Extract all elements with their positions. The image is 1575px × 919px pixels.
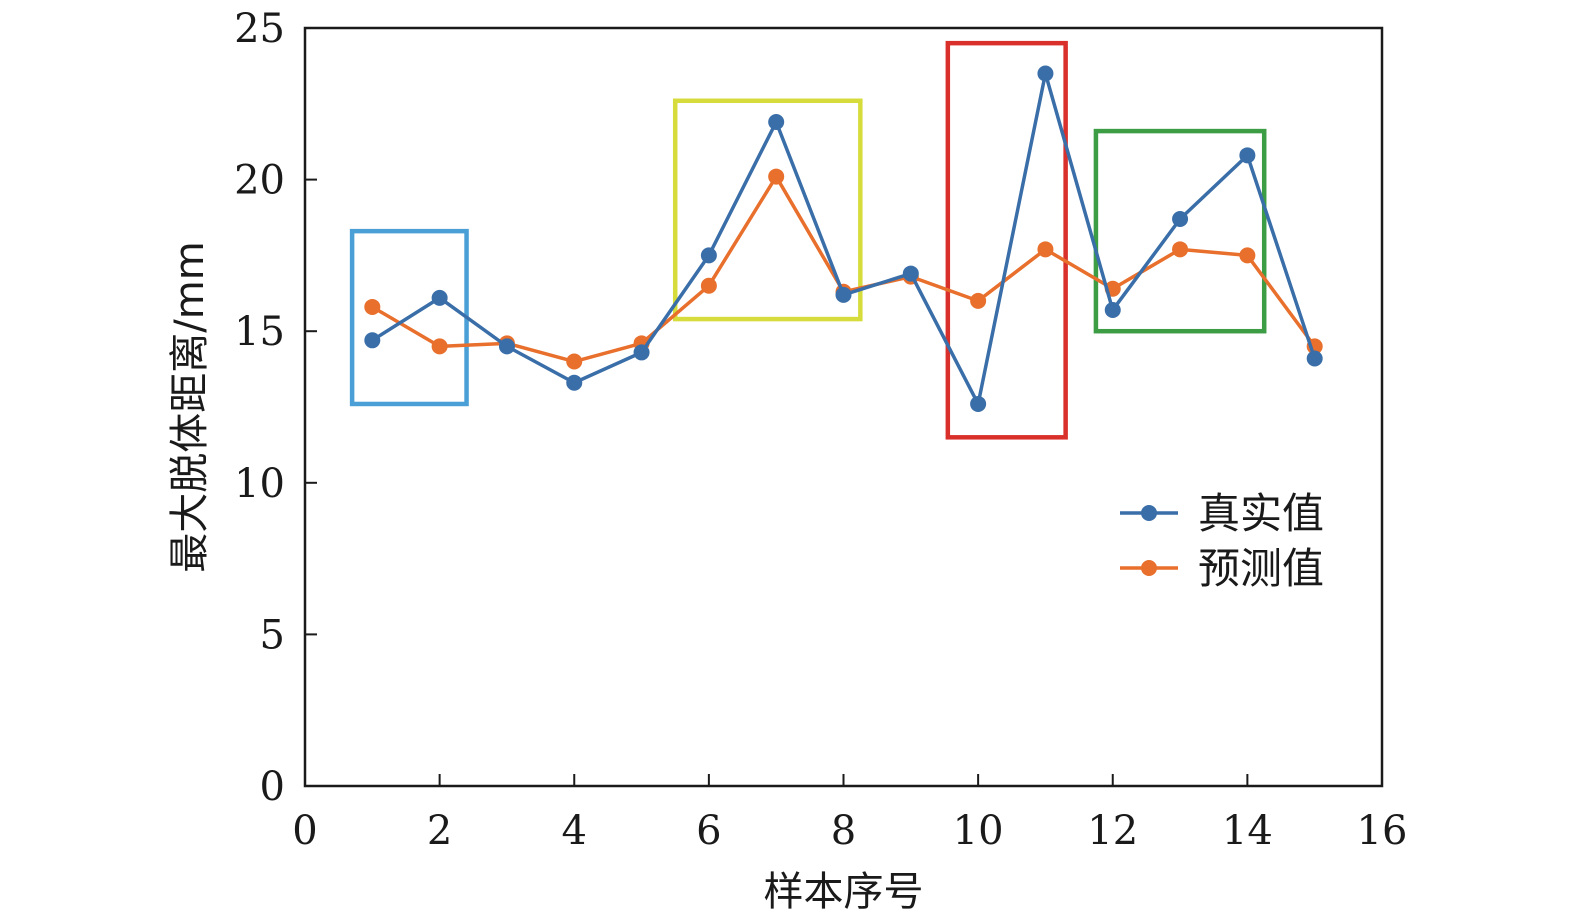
- data-point: [566, 374, 583, 391]
- data-point: [1037, 241, 1054, 258]
- data-point: [700, 277, 717, 294]
- data-point: [970, 395, 987, 412]
- legend-label-true-value: 真实值: [1198, 489, 1324, 538]
- data-point: [633, 344, 650, 361]
- legend-marker-predicted-value: [1141, 560, 1157, 576]
- data-point: [1172, 241, 1189, 258]
- x-tick-label: 4: [562, 808, 587, 854]
- data-point: [1239, 147, 1256, 164]
- x-axis-label: 样本序号: [764, 869, 924, 915]
- highlight-box: [1093, 128, 1267, 334]
- data-point: [431, 289, 448, 306]
- data-point: [364, 298, 381, 315]
- x-tick-label: 2: [427, 808, 452, 854]
- y-tick-label: 25: [234, 6, 285, 52]
- data-point: [1239, 247, 1256, 264]
- axis-ticks: 0 2 4 6 8 10 12 14 16 0 5 10 15 20 25: [234, 6, 1407, 854]
- plot-frame: [303, 26, 1384, 788]
- data-point: [498, 338, 515, 355]
- data-point: [1037, 65, 1054, 82]
- y-tick-label: 15: [234, 309, 285, 355]
- legend-marker-true-value: [1141, 505, 1157, 521]
- legend-label-predicted-value: 预测值: [1198, 544, 1324, 593]
- highlight-box: [945, 40, 1068, 440]
- legend: 真实值 预测值: [1120, 489, 1324, 593]
- x-tick-label: 8: [831, 808, 856, 854]
- data-point: [970, 292, 987, 309]
- data-point: [1104, 301, 1121, 318]
- x-tick-label: 0: [292, 808, 317, 854]
- data-point: [1306, 350, 1323, 367]
- data-point: [835, 286, 852, 303]
- data-point: [902, 265, 919, 282]
- y-tick-label: 20: [234, 158, 285, 204]
- data-series: [364, 65, 1323, 412]
- series-line: [371, 174, 1317, 364]
- data-point: [768, 113, 785, 130]
- highlight-box: [672, 98, 863, 322]
- x-tick-label: 10: [953, 808, 1004, 854]
- data-point: [364, 332, 381, 349]
- data-point: [431, 338, 448, 355]
- x-tick-label: 6: [696, 808, 721, 854]
- x-tick-label: 12: [1087, 808, 1138, 854]
- highlight-boxes: [349, 40, 1267, 440]
- y-tick-label: 10: [234, 461, 285, 507]
- data-point: [1172, 211, 1189, 228]
- y-tick-label: 5: [260, 612, 285, 658]
- x-tick-label: 16: [1357, 808, 1408, 854]
- data-point: [700, 247, 717, 264]
- y-tick-label: 0: [260, 764, 285, 810]
- y-axis-label: 最大脱体距离/mm: [167, 241, 213, 572]
- x-tick-label: 14: [1222, 808, 1273, 854]
- series-line: [371, 71, 1317, 406]
- data-point: [768, 168, 785, 185]
- data-point: [566, 353, 583, 370]
